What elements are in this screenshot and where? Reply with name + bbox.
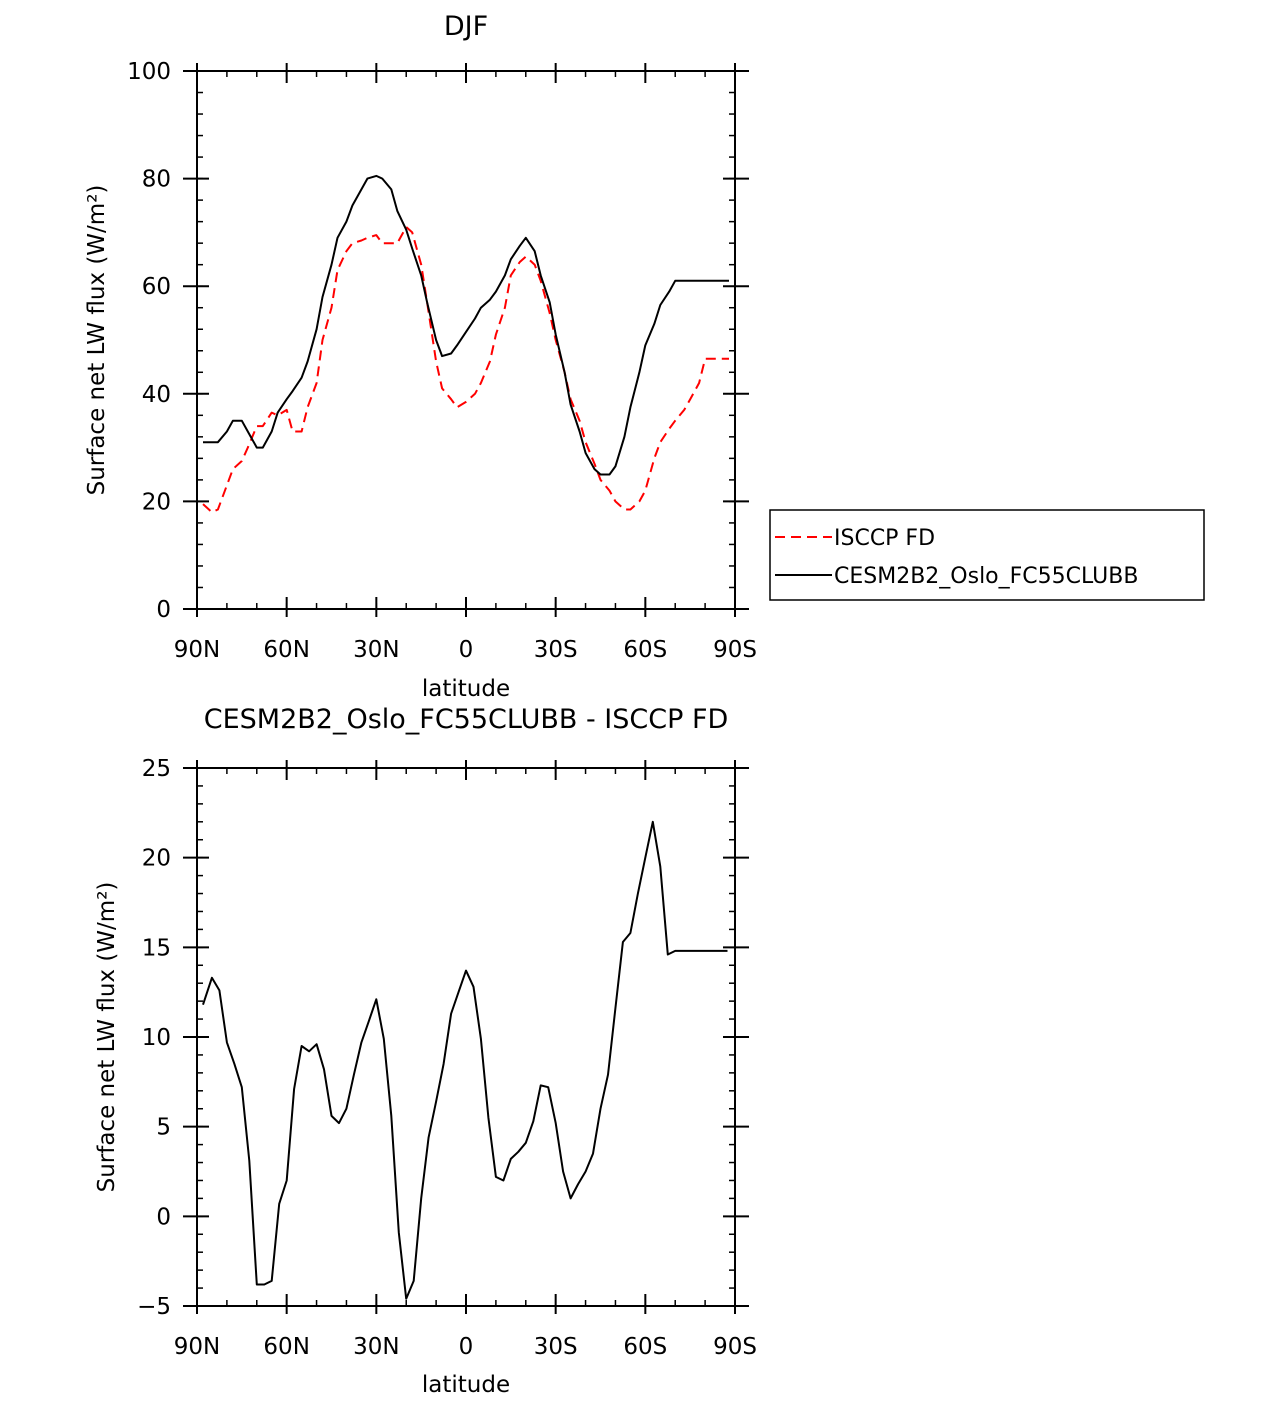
top-y-tick-label: 60 [142, 274, 171, 300]
top-panel-series [202, 174, 729, 514]
top-x-tick-label: 30N [353, 637, 399, 663]
top-series-line-1 [203, 174, 729, 476]
top-panel: DJF 90N 60N 30N 0 30S 60S 90S 0 20 40 60 80 100 lati… [84, 11, 757, 702]
top-series-line-0 [202, 226, 729, 514]
top-x-tick-label: 60S [623, 637, 667, 663]
bottom-panel-series [202, 820, 728, 1300]
legend-entry-cesm: CESM2B2_Oslo_FC55CLUBB [834, 564, 1138, 589]
top-x-tick-label: 60N [263, 637, 309, 663]
top-x-tick-label: 90S [713, 637, 757, 663]
top-x-tick-label: 90N [174, 637, 220, 663]
bottom-y-tick-label: 25 [142, 756, 171, 782]
legend: ISCCP FD CESM2B2_Oslo_FC55CLUBB [769, 509, 1205, 601]
top-panel-frame [196, 70, 736, 610]
bottom-y-tick-label: 15 [142, 935, 171, 961]
bottom-y-tick-label: 10 [142, 1025, 171, 1051]
top-y-tick-label: 20 [142, 489, 171, 515]
bottom-x-tick-label: 0 [459, 1334, 474, 1360]
bottom-y-tick-label: −5 [137, 1294, 171, 1320]
legend-box [769, 509, 1205, 601]
legend-entry-isccp: ISCCP FD [834, 526, 935, 551]
top-panel-ticks: 90N 60N 30N 0 30S 60S 90S 0 20 40 60 80 100 [127, 59, 757, 663]
bottom-y-tick-label: 0 [156, 1204, 171, 1230]
bottom-panel-ticks: 90N 60N 30N 0 30S 60S 90S −5 0 5 10 15 20 25 [137, 756, 757, 1360]
bottom-x-tick-label: 60N [263, 1334, 309, 1360]
top-y-tick-label: 100 [127, 59, 171, 85]
top-x-tick-label: 30S [534, 637, 578, 663]
top-y-tick-label: 0 [156, 597, 171, 623]
bottom-panel-ylabel: Surface net LW flux (W/m²) [94, 882, 120, 1193]
top-panel-ylabel: Surface net LW flux (W/m²) [84, 185, 110, 496]
bottom-series-line-0 [202, 820, 728, 1300]
bottom-panel: CESM2B2_Oslo_FC55CLUBB - ISCCP FD 90N 60N… [94, 704, 757, 1398]
top-x-tick-label: 0 [459, 637, 474, 663]
bottom-x-tick-label: 30N [353, 1334, 399, 1360]
top-y-tick-label: 80 [142, 167, 171, 193]
bottom-y-tick-label: 20 [142, 846, 171, 872]
bottom-x-tick-label: 60S [623, 1334, 667, 1360]
bottom-panel-title: CESM2B2_Oslo_FC55CLUBB - ISCCP FD [204, 704, 729, 735]
bottom-x-tick-label: 90N [174, 1334, 220, 1360]
top-panel-title: DJF [444, 11, 488, 42]
bottom-y-tick-label: 5 [156, 1115, 171, 1141]
top-y-tick-label: 40 [142, 382, 171, 408]
top-panel-xlabel: latitude [422, 676, 510, 702]
bottom-x-tick-label: 30S [534, 1334, 578, 1360]
bottom-panel-xlabel: latitude [422, 1372, 510, 1398]
bottom-x-tick-label: 90S [713, 1334, 757, 1360]
